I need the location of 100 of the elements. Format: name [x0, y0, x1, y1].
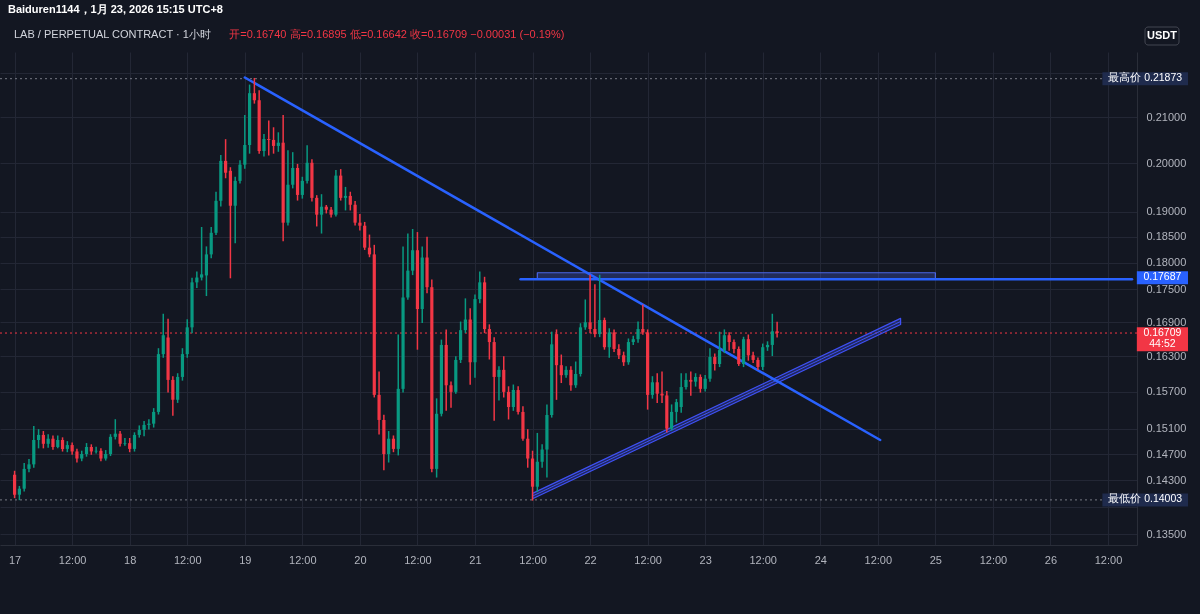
candlestick: [238, 160, 242, 184]
chart-title: LAB / PERPETUAL CONTRACT · 1小时: [14, 28, 211, 40]
y-tick-label: 0.18000: [1146, 256, 1187, 269]
y-tick-label: 0.14700: [1146, 447, 1187, 460]
candlestick: [636, 321, 640, 343]
candlestick: [243, 115, 247, 169]
candlestick: [626, 338, 631, 365]
ref-line-label: 最低价 0.14003: [1108, 492, 1183, 505]
candlestick: [713, 353, 717, 371]
x-tick-label: 19: [239, 553, 252, 566]
candlestick: [305, 145, 309, 184]
candlestick: [300, 176, 304, 199]
candlestick: [224, 139, 228, 179]
candlestick: [684, 373, 688, 390]
y-tick-label: 0.15700: [1146, 385, 1187, 398]
candlestick: [449, 381, 453, 408]
candlestick: [761, 343, 765, 371]
candlestick: [339, 169, 343, 201]
candlestick: [526, 429, 530, 468]
candlestick: [478, 271, 482, 304]
candlestick: [655, 373, 659, 403]
candlestick: [262, 134, 266, 157]
y-tick-label: 0.16300: [1146, 349, 1187, 362]
x-tick-label: 12:00: [634, 553, 662, 566]
candlestick: [315, 195, 319, 227]
candlestick: [650, 376, 655, 399]
candlestick: [574, 361, 578, 388]
y-tick-label: 0.16900: [1146, 315, 1187, 328]
y-tick-label: 0.18500: [1146, 230, 1187, 243]
x-tick-label: 22: [584, 553, 597, 566]
candlestick: [717, 331, 722, 368]
candlestick: [670, 404, 674, 431]
candlestick: [22, 462, 26, 492]
candlestick: [411, 229, 415, 276]
candlestick: [363, 221, 367, 250]
candlestick: [113, 419, 117, 440]
candlestick: [598, 274, 602, 338]
x-tick-label: 12:00: [58, 553, 87, 566]
candlestick: [271, 127, 276, 154]
candlestick: [291, 152, 295, 189]
candlestick: [708, 348, 712, 382]
y-tick-label: 0.20000: [1146, 156, 1187, 169]
candlestick: [497, 366, 501, 401]
candlestick: [559, 354, 563, 384]
candlestick: [358, 213, 362, 231]
candlestick: [387, 431, 391, 463]
candlestick: [161, 313, 165, 358]
candlestick: [200, 226, 204, 281]
candlestick: [746, 334, 750, 361]
candlestick: [506, 386, 511, 420]
x-tick-label: 12:00: [173, 553, 202, 566]
ref-line-label: 0.16709 44:52: [1143, 326, 1182, 350]
x-tick-label: 12:00: [1094, 553, 1123, 566]
candlestick: [583, 299, 587, 330]
data-label: 0.17687: [1143, 270, 1182, 283]
x-tick-label: 18: [124, 553, 137, 566]
candlestick: [319, 194, 324, 234]
candlestick: [617, 344, 621, 359]
y-tick-label: 0.17500: [1146, 282, 1187, 295]
x-tick-label: 12:00: [519, 553, 547, 566]
chart-subtitle: 开=0.16740 高=0.16895 低=0.16642 收=0.16709 −0.00031 (−0.19%): [229, 28, 565, 40]
candlestick: [502, 356, 506, 398]
x-tick-label: 12:00: [864, 553, 893, 566]
candlestick: [276, 132, 280, 152]
candlestick: [607, 328, 611, 358]
candlestick: [540, 444, 544, 468]
candlestick: [204, 246, 209, 297]
candlestick: [171, 376, 175, 416]
candlestick: [12, 470, 17, 499]
candlestick: [142, 421, 146, 437]
candlestick: [689, 371, 693, 396]
y-tick-label: 0.13500: [1146, 527, 1187, 540]
candlestick: [180, 348, 185, 381]
text: Baiduren1144，1月 23, 2026 15:15 UTC+8: [8, 3, 223, 15]
y-tick-label: 0.19000: [1146, 205, 1187, 218]
candlestick: [631, 335, 635, 346]
x-tick-label: 12:00: [404, 553, 432, 566]
candlestick: [569, 366, 573, 391]
candlestick: [343, 186, 348, 211]
candlestick: [722, 329, 726, 354]
candlestick: [516, 386, 520, 415]
x-tick-label: 12:00: [749, 553, 777, 566]
candlestick: [108, 434, 113, 457]
y-tick-label: 0.21000: [1146, 110, 1187, 123]
x-tick-label: 21: [469, 553, 482, 566]
candlestick: [511, 384, 515, 411]
candlestick: [252, 77, 256, 104]
y-tick-label: 0.14300: [1146, 473, 1187, 486]
candlestick: [770, 313, 774, 357]
candlestick: [679, 373, 683, 413]
ref-line-label: 最高价 0.21873: [1108, 71, 1183, 84]
x-tick-label: 20: [354, 553, 367, 566]
candlestick: [267, 120, 271, 156]
x-tick-label: 12:00: [289, 553, 317, 566]
candlestick: [674, 398, 678, 423]
x-tick-label: 26: [1044, 553, 1058, 566]
y-axis-title: USDT: [1147, 29, 1178, 41]
x-tick-label: 17: [8, 553, 22, 566]
x-tick-label: 12:00: [979, 553, 1008, 566]
x-tick-label: 25: [929, 553, 942, 566]
